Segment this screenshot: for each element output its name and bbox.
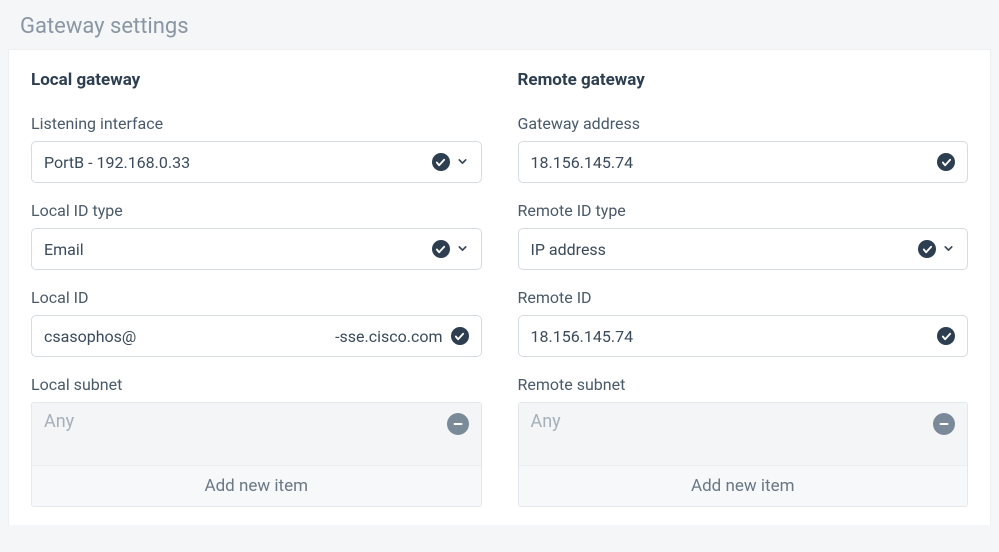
- local-id-value: csasophos@ -sse.cisco.com: [44, 327, 443, 346]
- local-id-type-field: Local ID type Email: [31, 201, 482, 270]
- remote-subnet-placeholder: Any: [531, 411, 561, 432]
- remote-id-type-select[interactable]: IP address: [518, 228, 969, 270]
- remote-subnet-field: Remote subnet Any Add new item: [518, 375, 969, 507]
- local-subnet-box: Any Add new item: [31, 402, 482, 507]
- remove-icon[interactable]: [933, 413, 955, 435]
- remote-subnet-label: Remote subnet: [518, 375, 969, 394]
- local-id-type-label: Local ID type: [31, 201, 482, 220]
- local-gateway-title: Local gateway: [31, 70, 482, 90]
- listening-interface-select[interactable]: PortB - 192.168.0.33: [31, 141, 482, 183]
- gateway-settings-panel: Local gateway Listening interface PortB …: [8, 49, 991, 525]
- chevron-down-icon: [942, 240, 955, 259]
- check-circle-icon: [918, 240, 936, 258]
- local-gateway-column: Local gateway Listening interface PortB …: [31, 70, 482, 525]
- listening-interface-value: PortB - 192.168.0.33: [44, 153, 424, 172]
- local-subnet-label: Local subnet: [31, 375, 482, 394]
- gateway-address-input[interactable]: 18.156.145.74: [518, 141, 969, 183]
- listening-interface-label: Listening interface: [31, 114, 482, 133]
- local-subnet-input-row[interactable]: Any: [32, 403, 481, 465]
- local-id-value-left: csasophos@: [44, 327, 136, 346]
- check-circle-icon: [451, 327, 469, 345]
- check-circle-icon: [432, 153, 450, 171]
- remote-id-value: 18.156.145.74: [531, 327, 930, 346]
- remote-gateway-title: Remote gateway: [518, 70, 969, 90]
- remote-subnet-add-button[interactable]: Add new item: [519, 465, 968, 506]
- chevron-down-icon: [456, 153, 469, 172]
- local-id-label: Local ID: [31, 288, 482, 307]
- listening-interface-field: Listening interface PortB - 192.168.0.33: [31, 114, 482, 183]
- local-id-type-value: Email: [44, 240, 424, 259]
- local-subnet-placeholder: Any: [44, 411, 74, 432]
- remote-id-type-field: Remote ID type IP address: [518, 201, 969, 270]
- local-id-input[interactable]: csasophos@ -sse.cisco.com: [31, 315, 482, 357]
- gateway-address-label: Gateway address: [518, 114, 969, 133]
- gateway-address-field: Gateway address 18.156.145.74: [518, 114, 969, 183]
- remote-id-field: Remote ID 18.156.145.74: [518, 288, 969, 357]
- local-id-value-right: -sse.cisco.com: [335, 327, 442, 346]
- remote-subnet-box: Any Add new item: [518, 402, 969, 507]
- check-circle-icon: [937, 153, 955, 171]
- check-circle-icon: [937, 327, 955, 345]
- remote-id-label: Remote ID: [518, 288, 969, 307]
- local-id-type-select[interactable]: Email: [31, 228, 482, 270]
- check-circle-icon: [432, 240, 450, 258]
- remote-subnet-input-row[interactable]: Any: [519, 403, 968, 465]
- local-subnet-field: Local subnet Any Add new item: [31, 375, 482, 507]
- page-title: Gateway settings: [0, 0, 999, 49]
- remote-id-type-label: Remote ID type: [518, 201, 969, 220]
- local-id-field: Local ID csasophos@ -sse.cisco.com: [31, 288, 482, 357]
- gateway-address-value: 18.156.145.74: [531, 153, 930, 172]
- remote-gateway-column: Remote gateway Gateway address 18.156.14…: [518, 70, 969, 525]
- remove-icon[interactable]: [447, 413, 469, 435]
- local-subnet-add-button[interactable]: Add new item: [32, 465, 481, 506]
- remote-id-type-value: IP address: [531, 240, 911, 259]
- chevron-down-icon: [456, 240, 469, 259]
- remote-id-input[interactable]: 18.156.145.74: [518, 315, 969, 357]
